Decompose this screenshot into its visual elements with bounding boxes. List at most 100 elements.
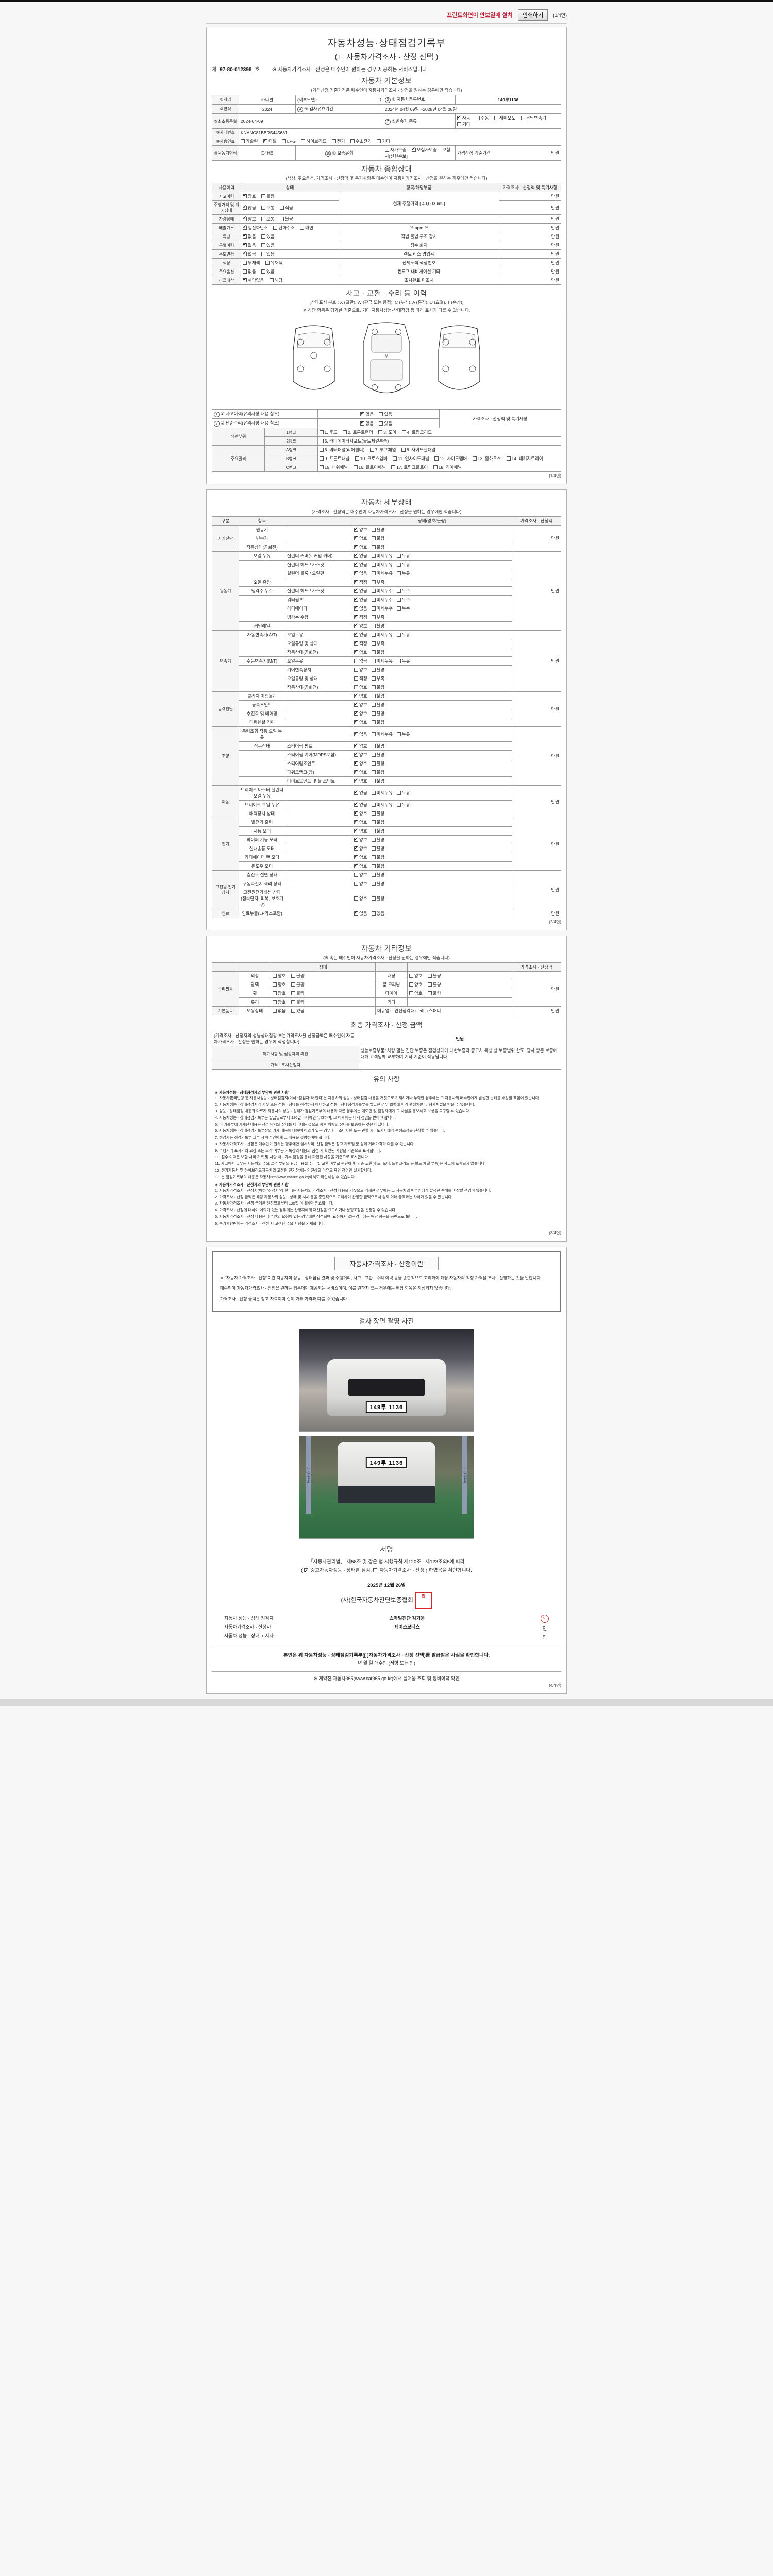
- check-양호[interactable]: 양호: [354, 692, 367, 699]
- check-fuel-hybrid[interactable]: 하이브리드: [301, 138, 326, 144]
- check-부족[interactable]: 부족: [371, 614, 384, 620]
- print-button[interactable]: 인쇄하기: [517, 9, 548, 21]
- check-performance-inspected[interactable]: [304, 1567, 308, 1575]
- checkbox[interactable]: [396, 791, 401, 795]
- checkbox[interactable]: [396, 598, 401, 602]
- check-없음[interactable]: 없음: [354, 731, 367, 737]
- checkbox[interactable]: [371, 580, 376, 584]
- check-simple-yes[interactable]: 있음: [379, 420, 392, 427]
- check-미세누수[interactable]: 미세누수: [371, 588, 393, 594]
- check-ext-good[interactable]: 양호: [273, 973, 286, 979]
- checkbox[interactable]: [371, 571, 376, 575]
- checkbox[interactable]: [354, 526, 358, 532]
- item-hood[interactable]: 1. 후드: [319, 429, 338, 435]
- check-price-assessed[interactable]: [373, 1568, 377, 1573]
- check-양호[interactable]: 양호: [354, 880, 367, 887]
- check-wheel-bad[interactable]: 불량: [291, 990, 305, 996]
- checkbox[interactable]: [354, 854, 358, 859]
- check-불량[interactable]: 불량: [371, 845, 384, 852]
- check-불량[interactable]: 불량: [371, 527, 384, 533]
- checkbox[interactable]: [354, 910, 358, 916]
- check-양호[interactable]: 양호: [354, 819, 367, 825]
- checkbox[interactable]: [354, 731, 358, 736]
- checkbox[interactable]: [354, 719, 358, 724]
- check-불량[interactable]: 불량: [371, 854, 384, 860]
- checkbox[interactable]: [354, 631, 358, 637]
- check-불량[interactable]: 불량: [371, 623, 384, 629]
- check-양호[interactable]: 양호: [354, 854, 367, 860]
- check-미세누유[interactable]: 미세누유: [371, 802, 393, 808]
- checkbox[interactable]: [371, 633, 376, 637]
- check-wheel-good[interactable]: 양호: [273, 990, 286, 996]
- check-부족[interactable]: 부족: [371, 675, 384, 682]
- check-fuel-electric[interactable]: 전기: [331, 138, 345, 144]
- checkbox[interactable]: [371, 528, 376, 532]
- check-불량[interactable]: 불량: [371, 752, 384, 758]
- check-미세누유[interactable]: 미세누유: [371, 632, 393, 638]
- check-양호[interactable]: 양호: [354, 760, 367, 767]
- check-불량[interactable]: 불량: [371, 778, 384, 784]
- checkbox[interactable]: [354, 668, 358, 672]
- check-불량[interactable]: 불량: [371, 743, 384, 749]
- check-적정[interactable]: 적정: [354, 640, 367, 647]
- check-양호[interactable]: 양호: [354, 701, 367, 708]
- checkbox[interactable]: [354, 801, 358, 807]
- item-front-panel[interactable]: 9. 프론트패널: [319, 455, 349, 462]
- check-양호[interactable]: 양호: [354, 667, 367, 673]
- checkbox[interactable]: [371, 855, 376, 859]
- check-누수[interactable]: 누수: [396, 597, 410, 603]
- checkbox[interactable]: [396, 732, 401, 736]
- check-tire-good[interactable]: 양호: [409, 990, 423, 996]
- check-양호[interactable]: 양호: [354, 751, 367, 758]
- checkbox[interactable]: [354, 596, 358, 602]
- check-usechange-yes[interactable]: 있음: [261, 251, 275, 257]
- check-불량[interactable]: 불량: [371, 828, 384, 834]
- check-부족[interactable]: 부족: [371, 640, 384, 647]
- checkbox[interactable]: [371, 846, 376, 851]
- checkbox[interactable]: [396, 571, 401, 575]
- item-dash-panel[interactable]: 15. 대쉬패널: [319, 464, 348, 470]
- check-불량[interactable]: 불량: [371, 719, 384, 725]
- check-적정[interactable]: 적정: [354, 579, 367, 585]
- checkbox[interactable]: [354, 544, 358, 549]
- check-emission-hc[interactable]: 탄화수소: [273, 225, 295, 231]
- checkbox[interactable]: [354, 649, 358, 654]
- check-usechange-none[interactable]: 없음: [243, 250, 256, 257]
- checkbox[interactable]: [396, 606, 401, 611]
- checkbox[interactable]: [354, 742, 358, 748]
- checkbox[interactable]: [371, 650, 376, 654]
- checkbox[interactable]: [354, 535, 358, 540]
- check-미세누수[interactable]: 미세누수: [371, 597, 393, 603]
- check-tire-bad[interactable]: 불량: [428, 990, 441, 996]
- check-tuning-yes[interactable]: 있음: [261, 233, 275, 240]
- check-누유[interactable]: 누유: [396, 632, 410, 638]
- check-불량[interactable]: 불량: [371, 684, 384, 690]
- checkbox[interactable]: [354, 640, 358, 646]
- item-roof-panel[interactable]: 7. 루프패널: [369, 447, 396, 453]
- checkbox[interactable]: [354, 685, 358, 689]
- check-양호[interactable]: 양호: [354, 777, 367, 784]
- check-mileage-low[interactable]: 적음: [280, 205, 293, 211]
- checkbox[interactable]: [371, 761, 376, 766]
- check-누유[interactable]: 누유: [396, 562, 410, 568]
- check-양호[interactable]: 양호: [354, 544, 367, 550]
- item-wheel-house[interactable]: 13. 휠하우스: [472, 455, 501, 462]
- check-양호[interactable]: 양호: [354, 895, 367, 902]
- checkbox[interactable]: [354, 676, 358, 681]
- checkbox[interactable]: [371, 545, 376, 549]
- check-recall-na[interactable]: 해당없음: [243, 277, 264, 283]
- check-vehicle-normal[interactable]: 보통: [261, 216, 275, 222]
- check-mileage-normal[interactable]: 보통: [261, 205, 275, 211]
- check-없음[interactable]: 없음: [354, 801, 367, 808]
- checkbox[interactable]: [371, 864, 376, 868]
- check-fuel-gasoline[interactable]: 가솔린: [241, 138, 258, 144]
- check-불량[interactable]: 불량: [371, 872, 384, 878]
- checkbox[interactable]: [354, 896, 358, 901]
- check-양호[interactable]: 양호: [354, 526, 367, 533]
- check-적정[interactable]: 적정: [354, 675, 367, 682]
- checkbox[interactable]: [354, 552, 358, 558]
- check-color-achromatic[interactable]: 무채색: [243, 260, 260, 266]
- check-양호[interactable]: 양호: [354, 862, 367, 869]
- check-clean-bad[interactable]: 불량: [428, 981, 441, 988]
- check-없음[interactable]: 없음: [354, 631, 367, 638]
